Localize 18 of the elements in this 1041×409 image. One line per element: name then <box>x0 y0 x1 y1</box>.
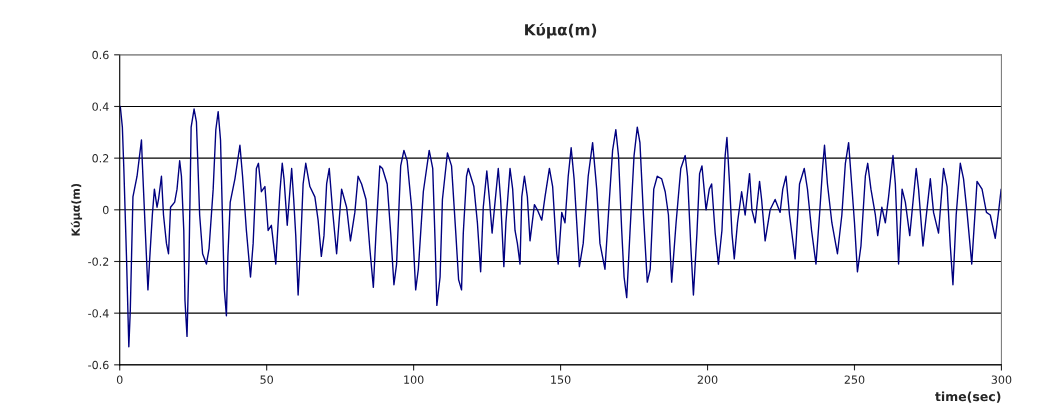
x-tick-label: 300 <box>991 375 1012 384</box>
x-tick-label: 200 <box>697 375 718 384</box>
line-series <box>119 105 1002 348</box>
x-tick-label: 50 <box>260 375 273 384</box>
x-axis-title: time(sec) <box>935 391 1001 403</box>
x-tick-label: 100 <box>404 375 424 384</box>
x-tick-label: 250 <box>844 375 865 384</box>
y-tick-label: 0.6 <box>92 50 109 60</box>
y-tick-label: -0.4 <box>88 309 109 318</box>
y-axis-title: Κύμα(m) <box>70 183 83 236</box>
chart-title: Κύμα(m) <box>525 23 597 39</box>
x-tick-label: 0 <box>116 375 123 384</box>
y-tick-label: 0.2 <box>92 154 109 163</box>
y-tick-label: -0.6 <box>88 360 109 370</box>
y-tick-label: 0.4 <box>92 102 109 111</box>
y-tick-label: -0.2 <box>88 257 109 266</box>
x-tick-label: 150 <box>551 375 571 384</box>
y-tick-label: 0 <box>102 205 109 215</box>
